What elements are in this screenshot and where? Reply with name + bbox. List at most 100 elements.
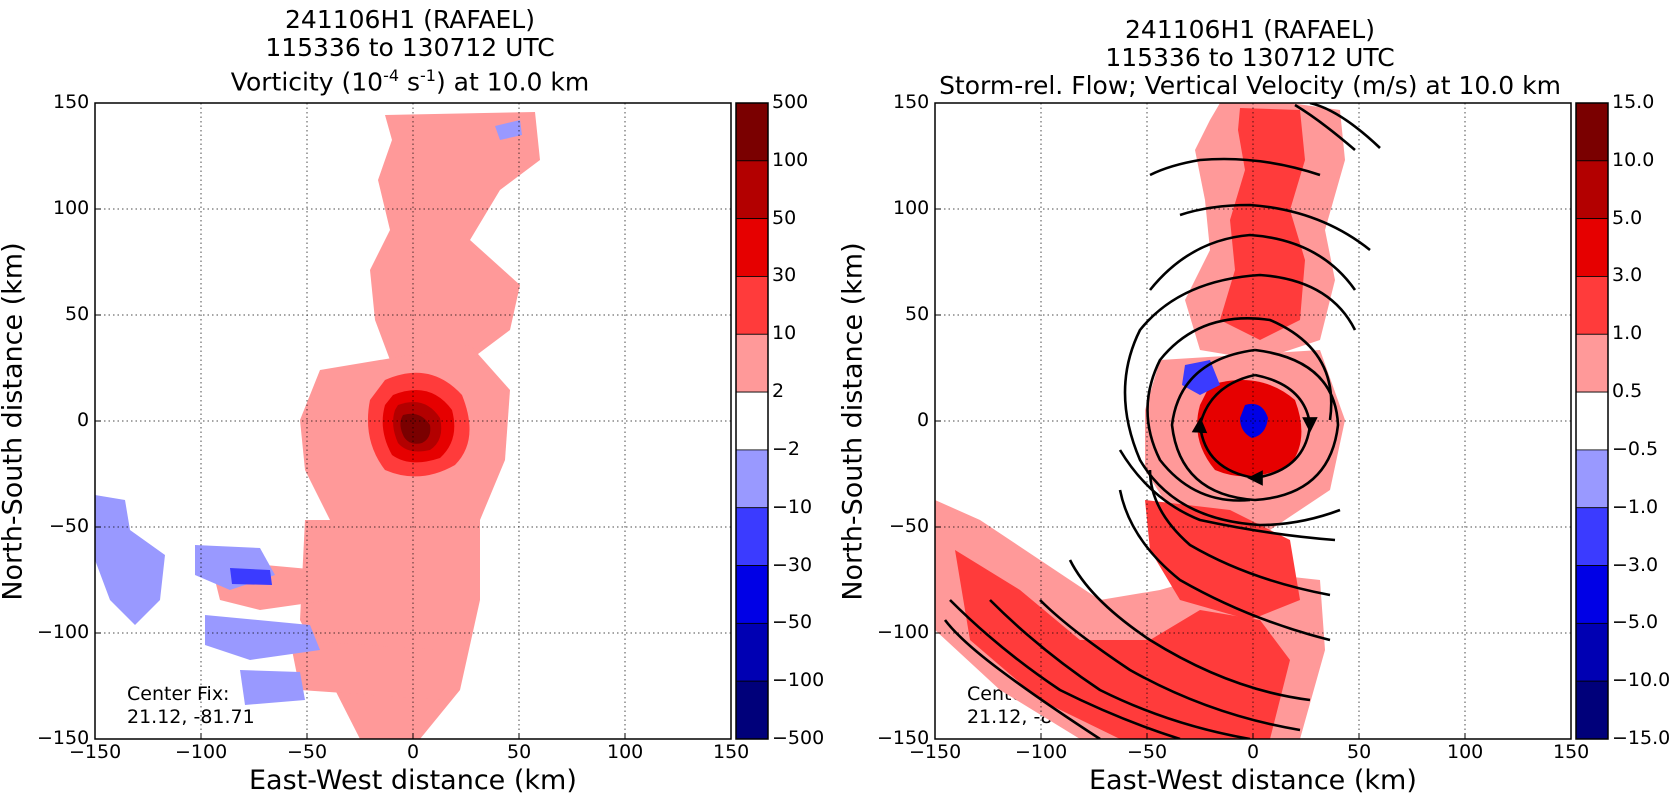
left-colorbar-label: −10 <box>772 495 813 518</box>
left-y-tick-label: −100 <box>37 621 90 643</box>
right-colorbar-label: 0.5 <box>1612 380 1643 403</box>
left-title-var: Vorticity (10 <box>230 67 384 97</box>
right-x-tick-label: −100 <box>1015 741 1068 763</box>
left-colorbar-label: 10 <box>772 322 797 345</box>
streamline-sw-4 <box>949 599 1181 739</box>
left-positive-band-south <box>300 520 480 739</box>
left-vorticity-field <box>95 112 540 739</box>
left-center-fix-label: Center Fix: <box>127 683 230 705</box>
streamline-ring-2 <box>1170 348 1340 502</box>
right-streamlines <box>943 103 1381 739</box>
right-chart-title: 241106H1 (RAFAEL) 115336 to 130712 UTC S… <box>930 16 1570 100</box>
left-colorbar-frame <box>735 102 769 740</box>
streamline-south-1 <box>1118 449 1336 542</box>
left-colorbar-label: 2 <box>772 380 785 403</box>
axes-layer <box>94 102 1609 740</box>
right-title-line-2: 115336 to 130712 UTC <box>1105 43 1395 72</box>
right-x-tick-label: 150 <box>1553 741 1590 763</box>
streamline-sw-5 <box>943 619 1101 739</box>
right-x-tick-label: 100 <box>1447 741 1484 763</box>
left-title-exp1: -4 <box>383 66 400 85</box>
streamline-north-2 <box>1179 203 1371 252</box>
right-y-tick-label: −50 <box>889 515 930 537</box>
left-x-tick-label: 50 <box>507 741 532 763</box>
right-colorbar-segment <box>1575 391 1609 451</box>
left-y-tick-label: 50 <box>65 303 90 325</box>
streamline-north-3 <box>1149 157 1321 177</box>
streamline-spiral-2 <box>1123 273 1357 527</box>
left-x-tick-label: 100 <box>607 741 644 763</box>
left-chart-title: 241106H1 (RAFAEL) 115336 to 130712 UTC V… <box>90 6 730 96</box>
left-negative-patch-dark <box>230 568 272 585</box>
left-title-exp2: -1 <box>420 66 436 85</box>
left-colorbar-label: −100 <box>772 669 825 692</box>
right-x-tick-label: 50 <box>1347 741 1372 763</box>
left-colorbar-label: 500 <box>772 91 809 113</box>
streamline-spiral-1 <box>1146 317 1333 502</box>
streamline-sw-2 <box>1039 599 1301 732</box>
right-updraft-band-southeast <box>1145 500 1300 620</box>
left-negative-patch-w1 <box>95 495 165 625</box>
right-colorbar-label: −5.0 <box>1612 611 1659 634</box>
left-negative-patch-s1 <box>205 615 320 660</box>
left-colorbar-segment <box>735 680 769 740</box>
left-colorbar-label: 50 <box>772 206 797 229</box>
left-y-tick-label: 150 <box>53 91 90 113</box>
left-colorbar-label: −2 <box>772 437 801 460</box>
right-colorbar-segment <box>1575 160 1609 220</box>
right-colorbar-segment <box>1575 622 1609 682</box>
right-colorbar-segment <box>1575 333 1609 393</box>
right-colorbar-label: 5.0 <box>1612 206 1643 229</box>
right-colorbar-frame <box>1575 102 1609 740</box>
left-x-tick-label: −150 <box>69 741 122 763</box>
left-colorbar-segment <box>735 449 769 509</box>
streamline-north-5 <box>1294 103 1356 151</box>
left-positive-band-north <box>370 112 540 380</box>
right-x-axis-label: East-West distance (km) <box>1089 765 1417 796</box>
left-y-tick-label: 0 <box>77 409 90 431</box>
right-colorbar-label: −10.0 <box>1612 669 1671 692</box>
left-x-tick-label: 0 <box>407 741 420 763</box>
right-updraft-band-south-core <box>955 550 1290 739</box>
left-colorbar-label: −30 <box>772 553 813 576</box>
left-center-fix: Center Fix: 21.12, -81.71 <box>127 683 255 729</box>
right-y-tick-label: −150 <box>877 727 930 749</box>
left-colorbar-segment <box>735 160 769 220</box>
right-colorbar-label: −1.0 <box>1612 495 1659 518</box>
left-y-tick-label: 100 <box>53 197 90 219</box>
left-colorbar-segment <box>735 622 769 682</box>
right-colorbar-label: 3.0 <box>1612 264 1643 287</box>
right-colorbar-label: 1.0 <box>1612 322 1643 345</box>
streamline-sw-1 <box>1068 559 1311 702</box>
left-colorbar-segment <box>735 507 769 566</box>
right-y-tick-label: 50 <box>905 303 930 325</box>
left-title-line-3: Vorticity (10-4 s-1) at 10.0 km <box>90 62 730 96</box>
right-y-tick-label: 0 <box>917 409 930 431</box>
right-title-line-1: 241106H1 (RAFAEL) <box>1125 15 1375 44</box>
right-title-line-3: Storm-rel. Flow; Vertical Velocity (m/s)… <box>939 71 1561 100</box>
left-vortex-ring-100 <box>400 413 431 444</box>
left-colorbar-segment <box>735 276 769 335</box>
streamline-south-2 <box>1148 469 1331 597</box>
left-colorbar-segment <box>735 333 769 393</box>
left-colorbar-label: −500 <box>772 727 825 749</box>
right-colorbar-label: 10.0 <box>1612 148 1655 171</box>
right-colorbar-segment <box>1575 276 1609 335</box>
right-colorbar-label: 15.0 <box>1612 91 1655 113</box>
right-colorbar-segment <box>1575 102 1609 162</box>
right-colorbar-label: −0.5 <box>1612 437 1659 460</box>
left-colorbar-label: 30 <box>772 264 797 287</box>
left-title-line-1: 241106H1 (RAFAEL) <box>285 5 535 34</box>
left-colorbar-label: −50 <box>772 611 813 634</box>
streamline-south-3 <box>1118 489 1331 642</box>
right-y-tick-label: −100 <box>877 621 930 643</box>
right-colorbar-label: −3.0 <box>1612 553 1659 576</box>
left-colorbar-label: 100 <box>772 148 809 171</box>
left-x-tick-label: 150 <box>713 741 750 763</box>
streamline-north-1 <box>1148 233 1357 291</box>
right-colorbar-segment <box>1575 680 1609 740</box>
left-x-tick-label: −50 <box>287 741 328 763</box>
left-title-end: ) at 10.0 km <box>435 67 590 97</box>
left-x-axis-label: East-West distance (km) <box>249 765 577 796</box>
right-x-tick-label: −150 <box>909 741 962 763</box>
